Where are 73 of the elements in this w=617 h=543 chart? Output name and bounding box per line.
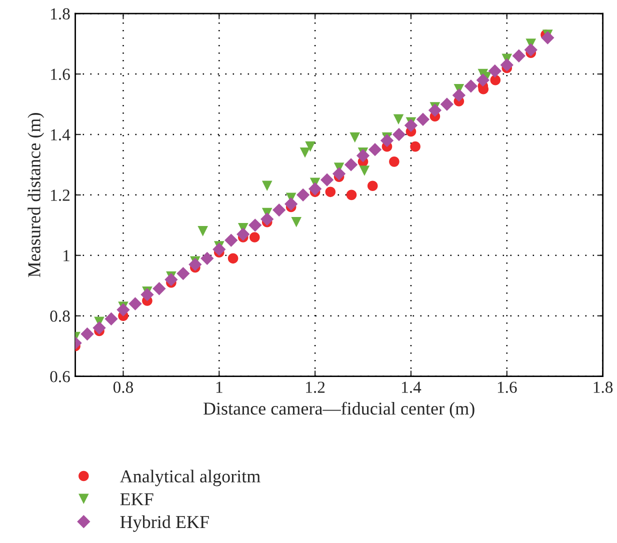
point: [440, 98, 454, 111]
point: [452, 88, 466, 102]
y-tick-label: 1.4: [51, 129, 70, 141]
point: [296, 188, 310, 202]
point: [512, 49, 526, 62]
point: [188, 258, 202, 272]
point: [359, 166, 370, 176]
point: [80, 327, 94, 341]
x-tick-label: 1: [216, 382, 222, 393]
legend-label: Hybrid EKF: [120, 515, 209, 532]
point: [490, 74, 501, 86]
point: [488, 64, 502, 78]
point: [228, 253, 238, 264]
point: [128, 297, 142, 310]
x-tick-label: 0.8: [113, 382, 134, 393]
point: [308, 182, 322, 196]
point: [428, 104, 442, 117]
point: [300, 147, 310, 158]
point: [320, 173, 334, 186]
x-tick-label: 1.8: [594, 382, 613, 393]
point: [389, 156, 400, 167]
point: [392, 128, 406, 142]
point: [476, 73, 490, 87]
y-tick-label: 1.8: [51, 8, 70, 20]
point: [249, 232, 260, 242]
point: [104, 312, 118, 326]
point: [367, 180, 378, 192]
point: [164, 272, 178, 286]
y-tick-label: 1: [64, 250, 70, 262]
x-tick-label: 1.4: [402, 382, 422, 393]
point: [305, 141, 316, 152]
point: [248, 218, 262, 232]
legend-label: EKF: [120, 493, 154, 506]
point: [332, 167, 346, 180]
point: [272, 203, 286, 217]
x-axis-title: Distance camera—fiducial center (m): [203, 402, 474, 418]
point: [92, 321, 106, 335]
point: [541, 31, 554, 44]
point: [346, 190, 357, 200]
point: [356, 149, 370, 162]
point: [368, 143, 382, 156]
point: [116, 303, 130, 316]
point: [344, 158, 358, 172]
point: [262, 180, 272, 192]
point: [464, 80, 478, 93]
point: [212, 242, 226, 256]
point: [380, 134, 394, 148]
point: [236, 228, 250, 241]
y-tick-label: 0.8: [50, 310, 70, 322]
point: [500, 58, 514, 72]
point: [260, 212, 274, 226]
point: [140, 288, 154, 302]
point: [152, 282, 166, 296]
point: [200, 252, 214, 265]
point: [176, 266, 190, 280]
point: [524, 43, 538, 56]
point: [198, 226, 208, 236]
point: [224, 234, 238, 247]
y-tick-label: 0.6: [50, 371, 70, 382]
y-axis-title: Measured distance (m): [28, 113, 44, 278]
point: [410, 141, 420, 152]
y-tick-label: 1.6: [51, 68, 70, 80]
point: [404, 118, 418, 132]
point: [393, 114, 404, 125]
x-tick-label: 1.2: [306, 382, 325, 393]
point: [416, 112, 430, 126]
point: [325, 186, 336, 198]
legend-label: Analytical algoritm: [120, 470, 260, 486]
x-tick-label: 1.6: [498, 382, 517, 393]
y-tick-label: 1.2: [51, 190, 70, 201]
point: [291, 216, 302, 228]
point: [350, 132, 360, 143]
point: [284, 197, 298, 211]
